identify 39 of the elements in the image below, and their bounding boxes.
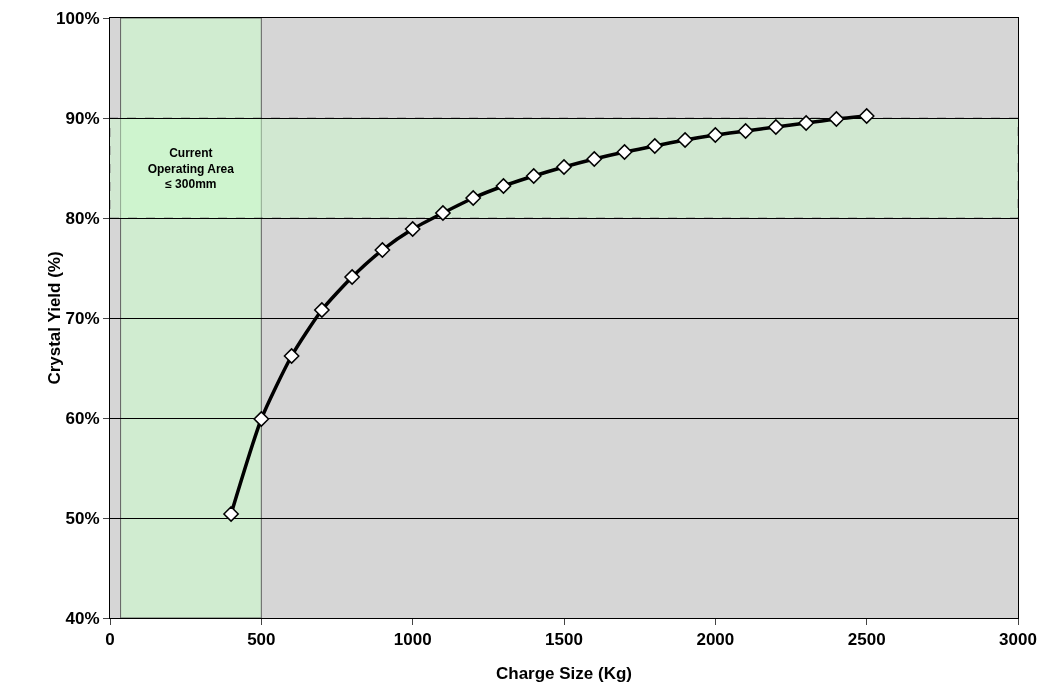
point [253,411,270,427]
x-tick-label: 2500 [847,630,886,650]
point [465,190,482,206]
y-tick-label: 80% [65,208,100,228]
point [737,123,754,139]
x-tick-label: 500 [247,630,276,650]
point [283,348,300,364]
point [586,151,603,167]
point [828,111,845,127]
x-tick-label: 0 [105,630,115,650]
y-tick-label: 90% [65,108,100,128]
point [646,138,663,154]
y-tick-label: 70% [65,308,100,328]
y-axis-title: Crystal Yield (%) [44,251,64,385]
point [767,119,784,135]
point [616,144,633,160]
y-tick-label: 40% [65,608,100,628]
point [344,269,361,285]
x-axis-title: Charge Size (Kg) [495,664,633,683]
y-tick-label: 100% [56,8,100,28]
point [313,302,330,318]
point [374,242,391,258]
y-tick-label: 60% [65,408,100,428]
x-tick-label: 1500 [545,630,583,650]
point [677,132,693,148]
point [556,159,572,175]
point [525,168,542,184]
point [707,127,724,143]
point [223,506,239,522]
point [495,178,512,194]
y-tick-label: 50% [65,508,100,528]
x-tick-label: 1000 [393,630,432,650]
point [858,108,875,124]
point [435,205,451,221]
point [798,115,815,131]
point [404,221,421,237]
x-tick-label: 2000 [696,630,735,650]
annotation: Current Operating Area ≤ 300mm [147,146,235,192]
x-tick-label: 3000 [999,630,1037,650]
